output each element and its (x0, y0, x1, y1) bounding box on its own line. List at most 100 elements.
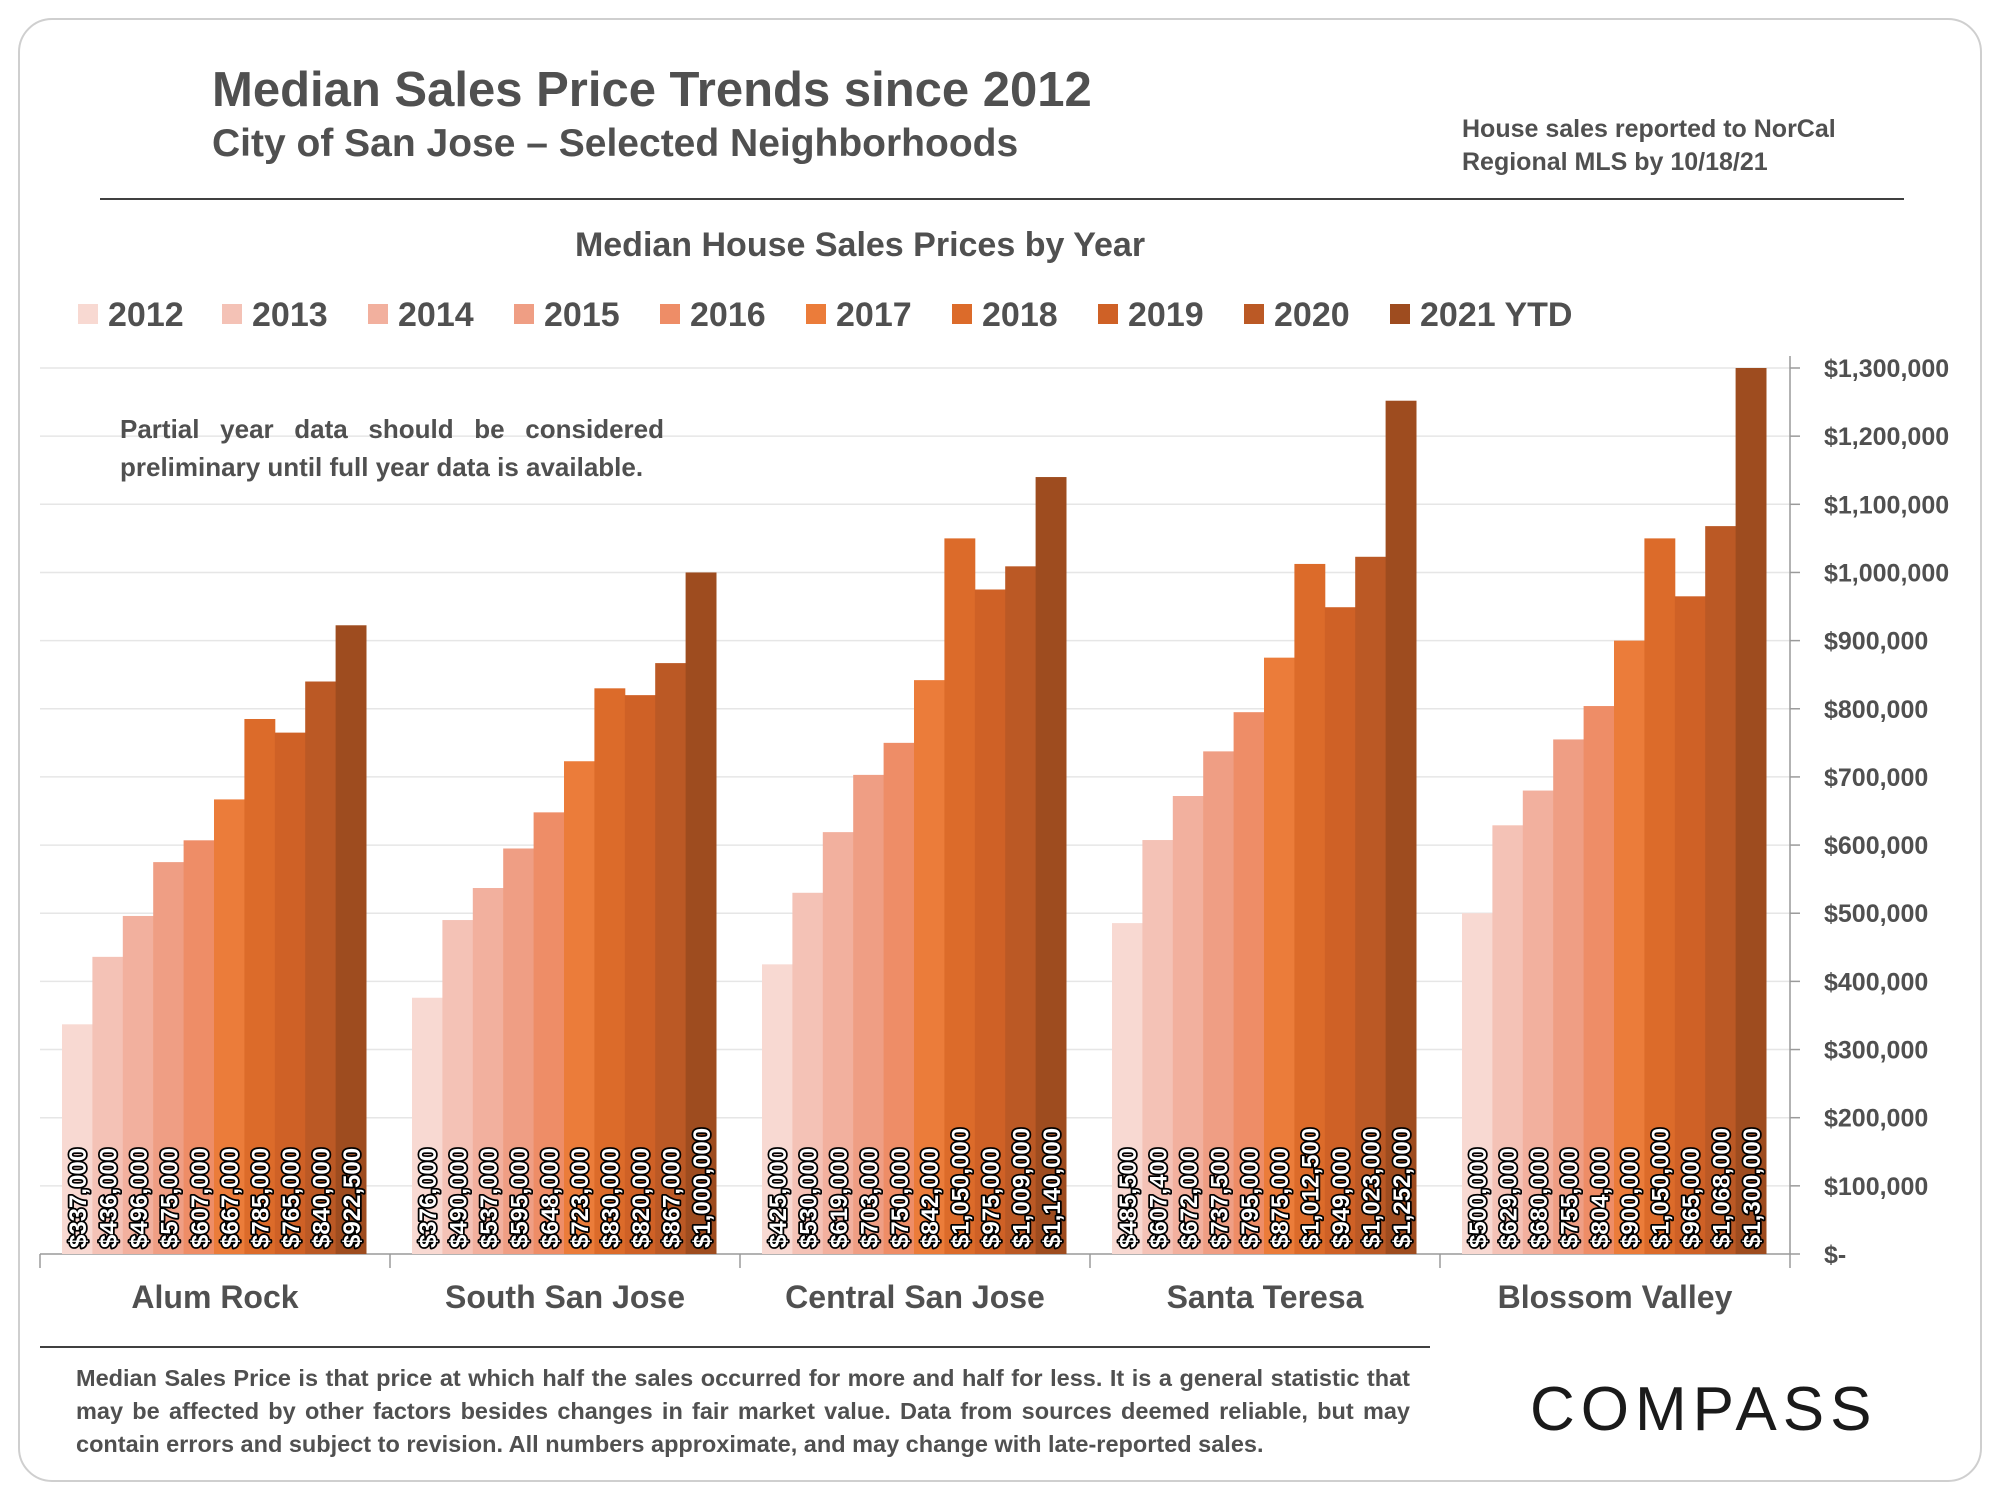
legend-swatch-2012 (78, 304, 98, 324)
y-tick-label-3: $300,000 (1824, 1037, 1928, 1065)
data-label-central-san-jose-2015: $703,000 (856, 1148, 883, 1248)
data-label-central-san-jose-2017: $842,000 (917, 1148, 944, 1248)
data-label-alum-rock-2016: $607,000 (187, 1148, 214, 1248)
y-tick-label-12: $1,200,000 (1824, 423, 1949, 451)
data-label-south-san-jose-2014: $537,000 (476, 1148, 503, 1248)
legend-label-2015: 2015 (544, 296, 620, 334)
bar-south-san-jose-2021-ytd (685, 572, 717, 1254)
data-label-central-san-jose-2021-ytd: $1,140,000 (1039, 1128, 1066, 1248)
legend-swatch-2019 (1098, 304, 1118, 324)
bar-south-san-jose-2014 (472, 888, 504, 1254)
data-label-alum-rock-2012: $337,000 (65, 1148, 92, 1248)
data-label-south-san-jose-2019: $820,000 (628, 1148, 655, 1248)
data-label-south-san-jose-2012: $376,000 (415, 1148, 442, 1248)
data-label-south-san-jose-2015: $595,000 (506, 1148, 533, 1248)
data-label-alum-rock-2020: $840,000 (308, 1148, 335, 1248)
y-tick-label-6: $600,000 (1824, 832, 1928, 860)
bar-south-san-jose-2012 (412, 997, 443, 1254)
bar-santa-teresa-2018 (1294, 563, 1326, 1254)
bar-santa-teresa-2015 (1203, 751, 1235, 1254)
bar-central-san-jose-2021-ytd (1035, 477, 1067, 1254)
source-note: House sales reported to NorCal Regional … (1462, 113, 1882, 179)
data-label-central-san-jose-2018: $1,050,000 (948, 1128, 975, 1248)
bar-alum-rock-2020 (305, 681, 337, 1254)
legend-swatch-2018 (952, 304, 972, 324)
bar-alum-rock-2016 (183, 840, 215, 1254)
data-label-south-san-jose-2017: $723,000 (567, 1148, 594, 1248)
y-tick-label-11: $1,100,000 (1824, 491, 1949, 519)
data-label-south-san-jose-2020: $867,000 (658, 1148, 685, 1248)
legend-label-2014: 2014 (398, 296, 474, 334)
bar-south-san-jose-2018 (594, 688, 626, 1254)
bar-central-san-jose-2017 (914, 680, 945, 1254)
bar-south-san-jose-2015 (503, 848, 535, 1254)
bar-central-san-jose-2014 (822, 832, 854, 1254)
legend-label-2016: 2016 (690, 296, 766, 334)
bar-blossom-valley-2020 (1705, 526, 1737, 1254)
page-title: Median Sales Price Trends since 2012 (212, 63, 1092, 117)
data-label-central-san-jose-2013: $530,000 (796, 1148, 823, 1248)
bar-central-san-jose-2015 (853, 774, 885, 1254)
legend-swatch-2017 (806, 304, 826, 324)
source-note-line-2: Regional MLS by 10/18/21 (1462, 148, 1768, 176)
bar-central-san-jose-2012 (762, 964, 793, 1254)
y-tick-label-9: $900,000 (1824, 628, 1928, 656)
partial-year-note: Partial year data should be considered p… (120, 414, 664, 482)
data-label-santa-teresa-2015: $737,500 (1206, 1148, 1233, 1248)
category-label-alum-rock: Alum Rock (131, 1279, 298, 1315)
bar-south-san-jose-2020 (655, 663, 687, 1254)
data-label-alum-rock-2021-ytd: $922,500 (339, 1148, 366, 1248)
data-label-central-san-jose-2012: $425,000 (765, 1148, 792, 1248)
bar-santa-teresa-2014 (1172, 796, 1204, 1254)
y-tick-label-7: $700,000 (1824, 764, 1928, 792)
bar-blossom-valley-2015 (1553, 739, 1585, 1254)
bar-blossom-valley-2017 (1614, 640, 1645, 1254)
bar-alum-rock-2018 (244, 718, 276, 1254)
bar-alum-rock-2013 (92, 956, 124, 1254)
data-label-south-san-jose-2021-ytd: $1,000,000 (689, 1128, 716, 1248)
bar-blossom-valley-2014 (1522, 790, 1554, 1254)
y-tick-label-1: $100,000 (1824, 1173, 1928, 1201)
chart-title: Median House Sales Prices by Year (574, 226, 1146, 264)
y-tick-label-5: $500,000 (1824, 900, 1928, 928)
data-label-santa-teresa-2020: $1,023,000 (1358, 1128, 1385, 1248)
data-label-alum-rock-2014: $496,000 (126, 1148, 153, 1248)
data-label-alum-rock-2015: $575,000 (156, 1148, 183, 1248)
bar-central-san-jose-2020 (1005, 566, 1037, 1254)
bar-south-san-jose-2017 (564, 761, 595, 1254)
data-label-blossom-valley-2020: $1,068,000 (1708, 1128, 1735, 1248)
data-label-alum-rock-2013: $436,000 (96, 1148, 123, 1248)
data-label-santa-teresa-2017: $875,000 (1267, 1148, 1294, 1248)
data-label-alum-rock-2018: $785,000 (248, 1148, 275, 1248)
footer-divider (40, 1346, 1430, 1348)
category-label-central-san-jose: Central San Jose (785, 1279, 1045, 1315)
header-divider (100, 198, 1904, 200)
data-label-santa-teresa-2012: $485,500 (1115, 1148, 1142, 1248)
category-label-santa-teresa: Santa Teresa (1167, 1279, 1364, 1315)
bar-blossom-valley-2016 (1583, 706, 1615, 1254)
bar-alum-rock-2012 (62, 1024, 93, 1254)
card-frame (18, 18, 1982, 1482)
legend-label-2017: 2017 (836, 296, 912, 334)
bar-alum-rock-2021-ytd (335, 625, 367, 1254)
legend-label-2018: 2018 (982, 296, 1058, 334)
category-label-south-san-jose: South San Jose (445, 1279, 685, 1315)
data-label-santa-teresa-2013: $607,400 (1146, 1148, 1173, 1248)
bar-blossom-valley-2018 (1644, 538, 1676, 1254)
legend-label-2019: 2019 (1128, 296, 1204, 334)
data-label-blossom-valley-2019: $965,000 (1678, 1148, 1705, 1248)
compass-logo: COMPASS (1530, 1375, 1878, 1444)
data-label-central-san-jose-2019: $975,000 (978, 1148, 1005, 1248)
data-label-blossom-valley-2014: $680,000 (1526, 1148, 1553, 1248)
bar-santa-teresa-2017 (1264, 657, 1295, 1254)
bar-santa-teresa-2020 (1355, 556, 1387, 1254)
bar-santa-teresa-2021-ytd (1385, 400, 1417, 1254)
data-label-south-san-jose-2016: $648,000 (537, 1148, 564, 1248)
data-label-south-san-jose-2018: $830,000 (598, 1148, 625, 1248)
y-tick-label-4: $400,000 (1824, 968, 1928, 996)
data-label-alum-rock-2019: $765,000 (278, 1148, 305, 1248)
category-label-blossom-valley: Blossom Valley (1498, 1279, 1733, 1315)
data-label-santa-teresa-2014: $672,000 (1176, 1148, 1203, 1248)
y-tick-label-8: $800,000 (1824, 696, 1928, 724)
data-label-central-san-jose-2014: $619,000 (826, 1148, 853, 1248)
